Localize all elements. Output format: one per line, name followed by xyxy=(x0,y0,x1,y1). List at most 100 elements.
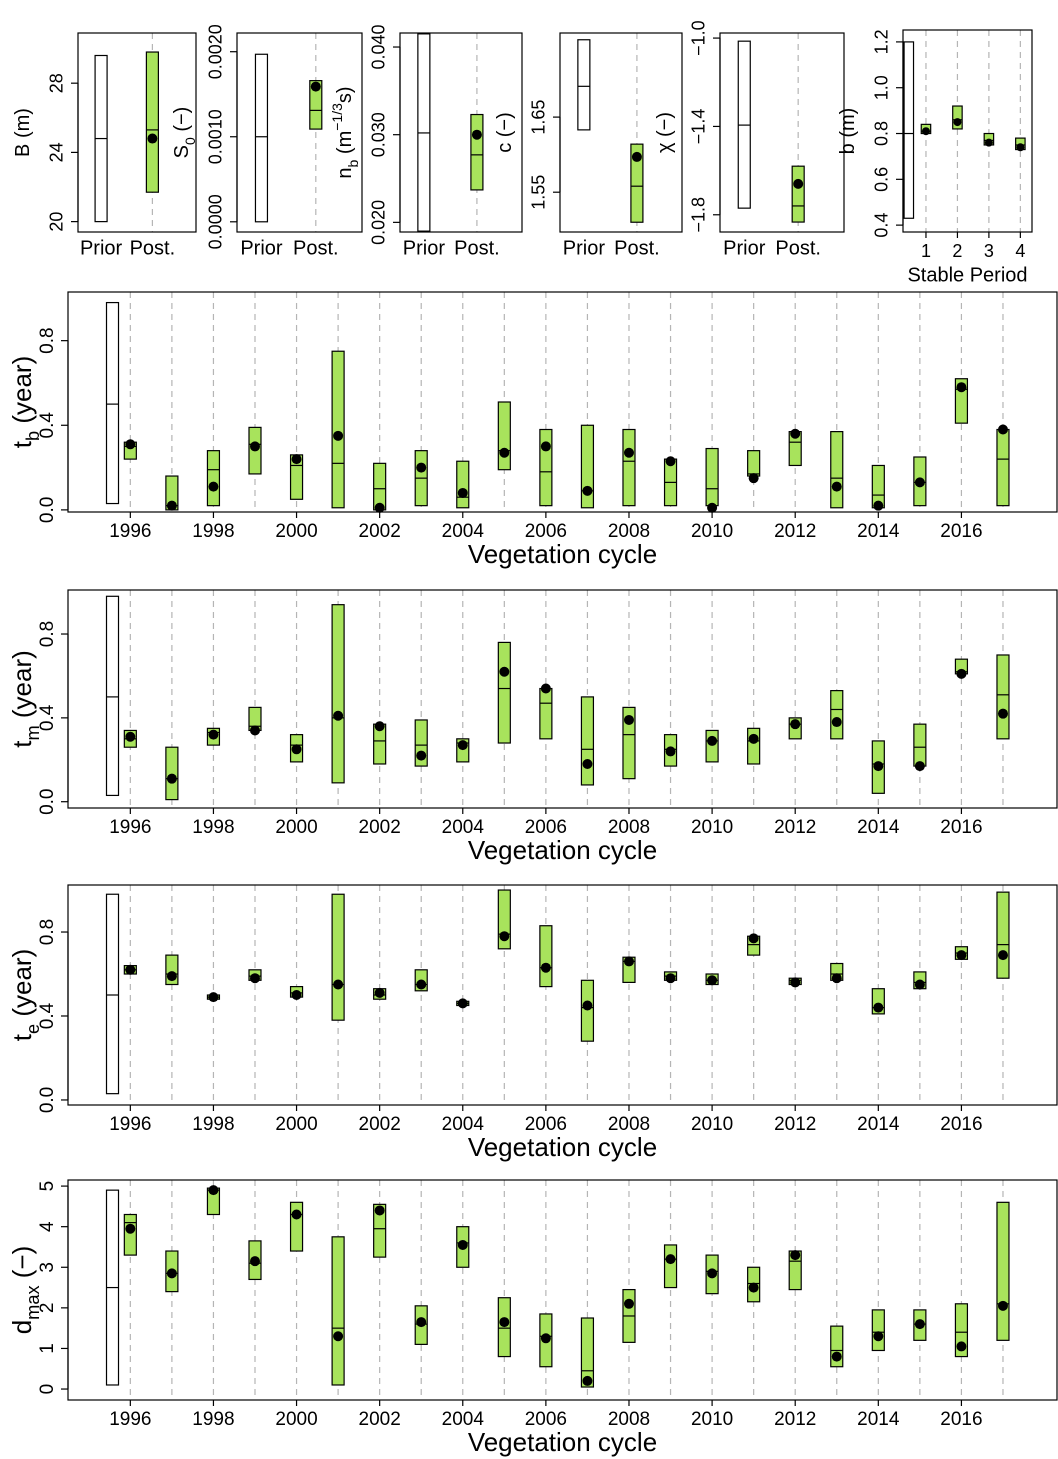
y-axis-label-part: t xyxy=(7,1033,37,1041)
y-tick-label: 1.65 xyxy=(529,100,549,135)
best-estimate xyxy=(790,977,801,988)
y-tick-label: 0.0010 xyxy=(206,109,226,164)
posterior-box xyxy=(705,447,719,507)
posterior-box xyxy=(206,450,221,507)
best-estimate xyxy=(631,151,642,162)
x-tick-label: 2000 xyxy=(275,1114,317,1135)
x-tick-label: Post. xyxy=(293,237,339,259)
best-estimate xyxy=(984,138,993,147)
x-tick-label: 4 xyxy=(1015,241,1025,261)
y-axis-label-part: −1/3 xyxy=(329,103,345,131)
y-tick-label: 0.0000 xyxy=(206,194,226,249)
y-axis-label: tb (year) xyxy=(7,356,43,448)
best-estimate xyxy=(333,710,344,721)
posterior-box xyxy=(331,1236,345,1386)
best-estimate xyxy=(125,1223,136,1234)
best-estimate xyxy=(582,1000,593,1011)
best-estimate xyxy=(333,430,344,441)
y-axis-label-part: χ (−) xyxy=(654,112,676,153)
best-estimate xyxy=(457,998,468,1009)
best-estimate xyxy=(623,714,634,725)
y-axis-label: tm (year) xyxy=(7,650,43,748)
posterior-box xyxy=(952,105,963,130)
y-tick-label: 0.4 xyxy=(37,412,58,439)
x-tick-label: 2008 xyxy=(608,1409,650,1430)
best-estimate xyxy=(249,725,260,736)
prior-box xyxy=(105,301,120,505)
x-tick-label: 2002 xyxy=(359,1114,401,1135)
x-tick-label: 1 xyxy=(921,241,931,261)
x-tick-label: 2004 xyxy=(442,521,485,542)
posterior-box xyxy=(996,1201,1010,1341)
best-estimate xyxy=(623,956,634,967)
x-tick-label: 2008 xyxy=(608,521,650,542)
posterior-box xyxy=(663,1244,678,1289)
x-tick-label: 2012 xyxy=(774,817,816,838)
best-estimate xyxy=(374,987,385,998)
x-tick-label: 2006 xyxy=(525,817,567,838)
x-tick-label: 2010 xyxy=(691,817,733,838)
y-tick-label: 0.040 xyxy=(369,25,389,70)
y-axis-label-part: b xyxy=(345,159,361,167)
posterior-box xyxy=(497,641,511,744)
posterior-box xyxy=(309,80,323,130)
best-estimate xyxy=(956,382,967,393)
posterior-box xyxy=(791,165,805,223)
y-axis-label: c (−) xyxy=(494,112,516,153)
y-tick-label: 0.020 xyxy=(369,200,389,245)
y-tick-label: 0.8 xyxy=(872,121,892,146)
posterior-box xyxy=(123,1213,137,1256)
best-estimate xyxy=(374,1205,385,1216)
x-tick-label: 1996 xyxy=(109,1409,151,1430)
y-tick-label: 0.8 xyxy=(37,919,58,945)
posterior-box xyxy=(622,706,636,780)
x-tick-label: 1998 xyxy=(192,817,234,838)
best-estimate xyxy=(790,428,801,439)
y-axis-label: nb (m−1/3s) xyxy=(329,86,361,178)
x-tick-label: 2012 xyxy=(774,1409,816,1430)
best-estimate xyxy=(582,758,593,769)
best-estimate xyxy=(416,979,427,990)
x-tick-label: 2000 xyxy=(275,817,317,838)
best-estimate xyxy=(540,683,551,694)
x-tick-label: 2006 xyxy=(525,1409,567,1430)
y-tick-label: −1.4 xyxy=(689,109,709,145)
best-estimate xyxy=(831,717,842,728)
best-estimate xyxy=(921,127,930,136)
y-tick-label: 20 xyxy=(47,212,67,232)
x-tick-label: 1996 xyxy=(109,1114,151,1135)
x-tick-label: Post. xyxy=(614,237,660,259)
best-estimate xyxy=(793,178,804,189)
best-estimate xyxy=(873,1331,884,1342)
best-estimate xyxy=(499,666,510,677)
best-estimate xyxy=(707,975,718,986)
posterior-box xyxy=(630,143,644,223)
plot-frame xyxy=(719,32,845,233)
posterior-box xyxy=(373,1203,387,1258)
best-estimate xyxy=(582,1375,593,1386)
y-axis-label: dmax (−) xyxy=(7,1246,43,1335)
best-estimate xyxy=(471,129,482,140)
best-estimate xyxy=(665,746,676,757)
best-estimate xyxy=(310,81,321,92)
x-tick-label: 2 xyxy=(952,241,962,261)
best-estimate xyxy=(707,735,718,746)
best-estimate xyxy=(249,973,260,984)
plot-frame xyxy=(902,29,1033,233)
y-tick-label: 0.6 xyxy=(872,167,892,192)
posterior-box xyxy=(996,428,1010,507)
x-tick-label: 1996 xyxy=(109,817,151,838)
x-tick-label: Prior xyxy=(80,237,123,259)
best-estimate xyxy=(997,424,1008,435)
x-tick-label: 1998 xyxy=(192,1409,234,1430)
y-axis-label-part: n xyxy=(334,167,356,178)
x-tick-label: 2010 xyxy=(691,1114,733,1135)
posterior-box xyxy=(331,604,345,784)
best-estimate xyxy=(540,1333,551,1344)
best-estimate xyxy=(582,485,593,496)
best-estimate xyxy=(291,744,302,755)
y-tick-label: 0.0020 xyxy=(206,24,226,79)
posterior-box xyxy=(165,746,179,801)
y-axis-label-part: (−) xyxy=(7,1246,37,1286)
